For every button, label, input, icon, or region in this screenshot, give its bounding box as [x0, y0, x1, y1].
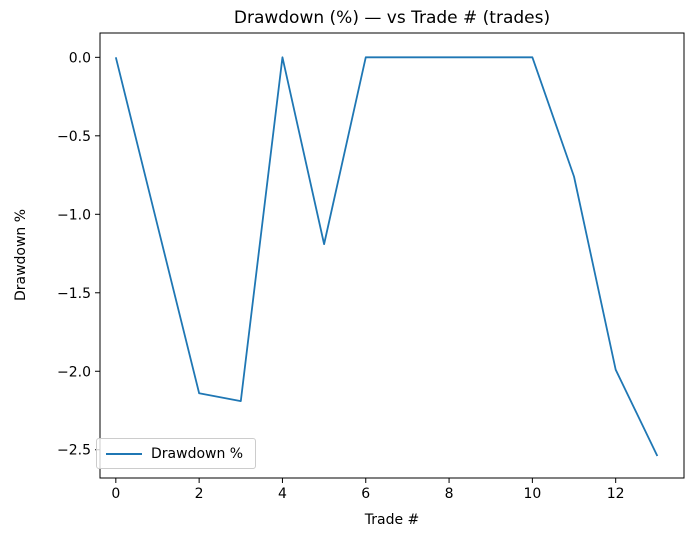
legend-label: Drawdown %	[151, 445, 244, 462]
y-tick-label: −1.0	[57, 207, 91, 223]
x-tick-label: 10	[523, 486, 541, 502]
y-tick-label: −2.5	[57, 443, 91, 459]
y-tick-label: −1.5	[57, 286, 91, 302]
y-tick-label: −0.5	[57, 129, 91, 145]
drawdown-line	[114, 56, 659, 457]
x-tick-label: 0	[111, 486, 120, 502]
chart-title: Drawdown (%) — vs Trade # (trades)	[233, 8, 551, 28]
y-tick-label: 0.0	[69, 50, 91, 66]
x-tick-label: 12	[607, 486, 625, 502]
x-tick-label: 4	[278, 486, 287, 502]
y-axis-label: Drawdown %	[13, 208, 29, 302]
legend: Drawdown %	[96, 438, 257, 469]
y-tick-label: −2.0	[57, 364, 91, 380]
x-axis-label: Trade #	[364, 512, 420, 528]
x-tick-label: 8	[445, 486, 454, 502]
x-tick-label: 2	[195, 486, 204, 502]
legend-line-sample	[106, 452, 142, 455]
axes-frame	[99, 32, 685, 479]
x-tick-label: 6	[361, 486, 370, 502]
